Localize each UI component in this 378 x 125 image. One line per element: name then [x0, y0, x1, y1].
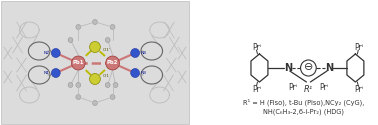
Text: N: N [284, 63, 292, 73]
Text: Pb2: Pb2 [107, 60, 118, 66]
Text: N2: N2 [44, 51, 50, 55]
Text: NH(C₆H₃-2,6-i-Pr₂) (HDG): NH(C₆H₃-2,6-i-Pr₂) (HDG) [263, 109, 344, 115]
FancyBboxPatch shape [1, 1, 189, 124]
Circle shape [76, 94, 81, 100]
Circle shape [106, 56, 119, 70]
Text: Prⁱ: Prⁱ [288, 82, 297, 92]
Text: Prⁱ: Prⁱ [354, 84, 363, 94]
Circle shape [93, 20, 98, 24]
Text: Cl1': Cl1' [103, 48, 111, 52]
Circle shape [105, 38, 110, 43]
Circle shape [68, 82, 73, 87]
Circle shape [51, 48, 60, 58]
Circle shape [76, 82, 81, 87]
Circle shape [51, 68, 60, 78]
Text: R¹: R¹ [304, 86, 313, 94]
Text: R¹ = H (Fiso), t-Bu (Piso),NCy₂ (CyG),: R¹ = H (Fiso), t-Bu (Piso),NCy₂ (CyG), [243, 98, 364, 106]
Circle shape [301, 60, 316, 76]
Circle shape [71, 56, 85, 70]
Circle shape [113, 82, 118, 87]
Text: Prⁱ: Prⁱ [319, 82, 328, 92]
Text: Prⁱ: Prⁱ [252, 84, 261, 94]
Circle shape [131, 48, 139, 58]
Text: Prⁱ: Prⁱ [252, 42, 261, 51]
Circle shape [76, 24, 81, 29]
Text: N4: N4 [141, 51, 147, 55]
Text: Cl1: Cl1 [103, 74, 110, 78]
Circle shape [90, 42, 100, 52]
Text: N3: N3 [141, 71, 147, 75]
Circle shape [110, 24, 115, 29]
Text: N: N [325, 63, 333, 73]
Circle shape [110, 94, 115, 100]
Circle shape [90, 74, 100, 85]
Text: Pb1: Pb1 [73, 60, 84, 66]
Circle shape [131, 68, 139, 78]
Circle shape [93, 100, 98, 105]
Text: ⊖: ⊖ [304, 62, 313, 72]
Circle shape [105, 82, 110, 87]
Circle shape [68, 38, 73, 43]
Text: N1: N1 [44, 71, 50, 75]
Text: Prⁱ: Prⁱ [354, 42, 363, 51]
